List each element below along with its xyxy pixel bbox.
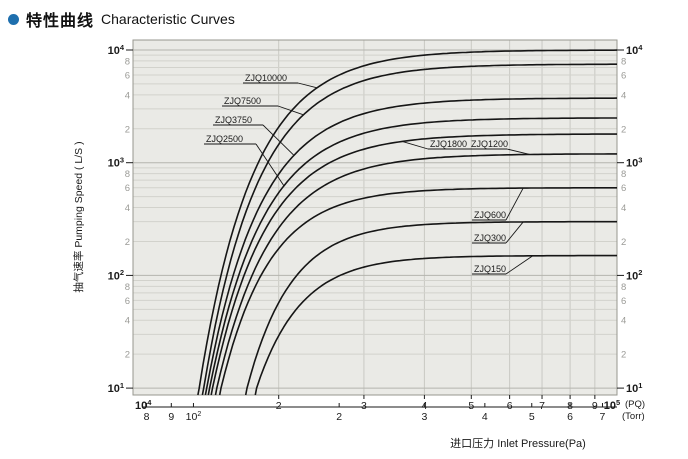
curve-label-ZJQ10000: ZJQ10000	[245, 73, 287, 83]
curve-label-leader	[255, 143, 285, 187]
y-minor-label: 2	[621, 350, 626, 361]
y-minor-label: 4	[125, 316, 130, 327]
section-title: 特性曲线 Characteristic Curves	[8, 7, 235, 31]
y-tick-label: 103	[108, 156, 124, 170]
y-minor-label: 8	[621, 56, 626, 67]
x-pa-label: 5	[468, 400, 474, 412]
curve-label-leader	[402, 140, 429, 150]
x-axis-torr: 8 9 102 2 3 4 5 6 7 (Torr)	[142, 403, 645, 423]
y-minor-label: 4	[621, 316, 626, 327]
torr-tick-label: 102	[186, 410, 202, 423]
curve-ZJQ150	[254, 254, 618, 396]
y-minor-label: 6	[125, 296, 130, 307]
curve-label-leader	[505, 187, 524, 221]
y-minor-label: 2	[621, 124, 626, 135]
x-pa-unit-label: (PQ)	[625, 399, 645, 410]
y-tick-label: 104	[108, 43, 125, 57]
x-axis-pa: 23456789104105(PQ)	[135, 395, 645, 412]
x-pa-label: 7	[539, 400, 545, 412]
bullet-icon	[8, 13, 19, 25]
torr-unit-label: (Torr)	[622, 411, 645, 422]
y-tick-label: 102	[108, 268, 124, 282]
curve-label-leader	[506, 148, 530, 155]
curve-ZJQ10000	[197, 49, 618, 396]
curve-ZJQ2500	[207, 117, 617, 396]
curve-label-leader	[297, 82, 318, 89]
plot-border	[132, 39, 618, 396]
curve-ZJQ600	[218, 187, 617, 396]
torr-tick-label: 3	[421, 411, 427, 423]
y-minor-label: 6	[621, 296, 626, 307]
y-minor-label: 6	[621, 183, 626, 194]
y-minor-label: 6	[125, 183, 130, 194]
y-axis-labels: 104 104 103 103 102 102 101 101 2 2 4 4 6 6 8 8 2 2 4 4 6 6 8 8…	[108, 43, 644, 395]
torr-tick-label: 4	[482, 411, 488, 423]
torr-tick-label: 2	[336, 411, 342, 423]
curve-ZJQ1800	[210, 133, 617, 396]
curve-label-leader	[505, 221, 524, 244]
y-tick-label: 101	[626, 381, 642, 395]
y-tick-label: 102	[626, 268, 642, 282]
y-minor-label: 4	[125, 90, 130, 101]
curve-ZJQ300	[244, 220, 617, 396]
plot-background	[133, 40, 617, 395]
curve-label-ZJQ600: ZJQ600	[474, 210, 506, 220]
torr-tick-label: 5	[529, 411, 535, 423]
curve-label-leader	[505, 255, 534, 275]
y-minor-label: 6	[125, 71, 130, 82]
section-title-en: Characteristic Curves	[101, 11, 235, 27]
curve-label-ZJQ2500: ZJQ2500	[206, 134, 243, 144]
y-minor-label: 8	[621, 169, 626, 180]
y-tick-label: 103	[626, 156, 642, 170]
x-pa-decade-label: 104	[135, 398, 152, 412]
y-minor-label: 8	[125, 169, 130, 180]
curve-label-ZJQ7500: ZJQ7500	[224, 96, 261, 106]
torr-tick-label: 7	[600, 411, 606, 423]
curve-ZJQ3750	[204, 97, 618, 396]
y-minor-label: 2	[125, 237, 130, 248]
y-minor-label: 4	[621, 90, 626, 101]
y-minor-label: 8	[125, 282, 130, 293]
curves	[197, 49, 618, 396]
y-axis-title: 抽气速率 Pumping Speed ( L/S )	[72, 141, 85, 292]
curve-annotations: ZJQ10000 ZJQ7500 ZJQ3750 ZJQ2500 ZJQ1800 ZJQ1…	[204, 73, 534, 275]
y-minor-label: 2	[125, 350, 130, 361]
curve-label-leader	[262, 124, 295, 156]
curve-ZJQ1200	[214, 153, 617, 396]
y-minor-label: 2	[125, 124, 130, 135]
torr-tick-label: 9	[168, 411, 174, 423]
curve-label-ZJQ300: ZJQ300	[474, 233, 506, 243]
y-tick-label: 101	[108, 381, 124, 395]
y-minor-label: 8	[621, 282, 626, 293]
y-minor-label: 4	[125, 203, 130, 214]
y-minor-label: 8	[125, 56, 130, 67]
y-tick-label: 104	[626, 43, 643, 57]
y-minor-label: 4	[621, 203, 626, 214]
x-pa-label: 2	[276, 400, 282, 412]
x-pa-label: 3	[361, 400, 367, 412]
x-pa-decade-label: 105	[604, 398, 620, 412]
curve-label-ZJQ150: ZJQ150	[474, 264, 506, 274]
curve-ZJQ7500	[201, 63, 617, 396]
torr-tick-label: 6	[567, 411, 573, 423]
x-pa-label: 9	[592, 400, 598, 412]
curve-label-leader	[277, 105, 304, 116]
curve-label-ZJQ1200: ZJQ1200	[471, 139, 508, 149]
x-pa-label: 6	[507, 400, 513, 412]
y-minor-label: 6	[621, 71, 626, 82]
curve-label-ZJQ3750: ZJQ3750	[215, 115, 252, 125]
x-axis-title: 进口压力 Inlet Pressure(Pa)	[450, 437, 586, 450]
section-title-zh: 特性曲线	[26, 13, 95, 30]
torr-tick-label: 8	[144, 411, 150, 423]
curve-label-ZJQ1800: ZJQ1800	[430, 139, 467, 149]
y-minor-label: 2	[621, 237, 626, 248]
